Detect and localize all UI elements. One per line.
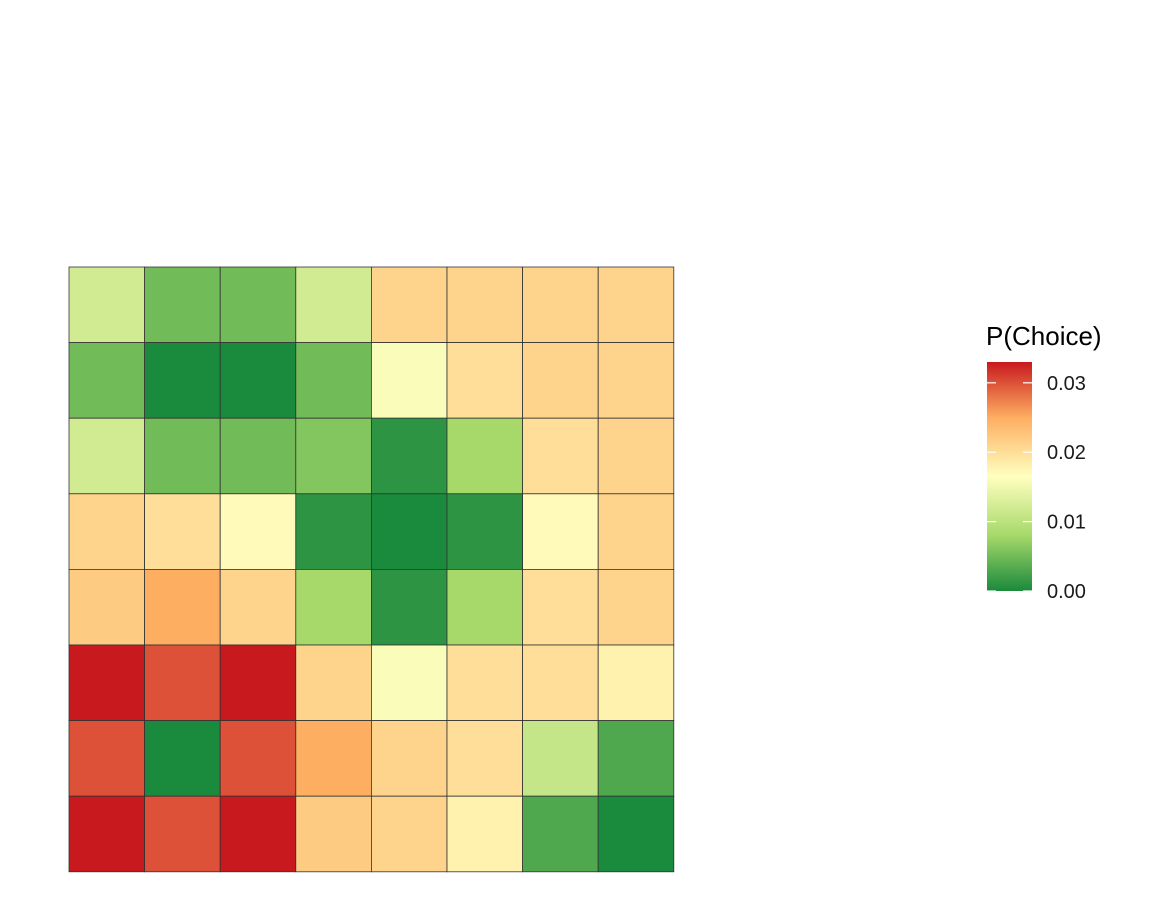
heatmap-cell-r8-c4 (295, 795, 372, 873)
heatmap-cell-r8-c1 (68, 795, 145, 873)
heatmap-cell-r8-c2 (144, 795, 221, 873)
heatmap-cell-r5-c6 (446, 569, 523, 646)
heatmap-cell-r4-c1 (68, 493, 145, 570)
heatmap-cell-r1-c4 (295, 266, 372, 343)
heatmap-cell-r2-c1 (68, 342, 145, 419)
heatmap-cell-r5-c2 (144, 569, 221, 646)
heatmap-cell-r6-c8 (597, 644, 675, 721)
heatmap-cell-r6-c2 (144, 644, 221, 721)
heatmap-cell-r3-c7 (522, 417, 599, 495)
legend-ticks: 0.00 0.01 0.02 0.03 (987, 373, 1086, 603)
heatmap-cell-r1-c5 (370, 266, 448, 343)
heatmap-cell-r5-c3 (219, 569, 297, 646)
heatmap-cell-r3-c1 (68, 417, 145, 495)
heatmap-cell-r5-c4 (295, 569, 372, 646)
heatmap-cell-r4-c4 (295, 493, 372, 570)
heatmap-cell-r5-c7 (522, 569, 599, 646)
legend-tick-label: 0.01 (1047, 512, 1086, 534)
heatmap-cell-r2-c4 (295, 342, 372, 419)
heatmap-cell-r7-c4 (295, 720, 372, 797)
heatmap-cell-r1-c7 (522, 266, 599, 343)
heatmap-cell-r1-c3 (219, 266, 297, 343)
heatmap-cell-r2-c7 (522, 342, 599, 419)
heatmap-cell-r8-c5 (370, 795, 448, 873)
heatmap-cell-r6-c1 (68, 644, 145, 721)
heatmap-cell-r4-c7 (522, 493, 599, 570)
heatmap-cell-r7-c5 (370, 720, 448, 797)
heatmap-cell-r7-c3 (219, 720, 297, 797)
heatmap-cell-r2-c5 (370, 342, 448, 419)
heatmap-cell-r7-c7 (522, 720, 599, 797)
heatmap-cell-r7-c8 (597, 720, 675, 797)
heatmap-cell-r4-c5 (370, 493, 448, 570)
heatmap-cell-r5-c8 (597, 569, 675, 646)
heatmap-cell-r7-c6 (446, 720, 523, 797)
heatmap-cell-r3-c6 (446, 417, 523, 495)
heatmap-cell-r6-c7 (522, 644, 599, 721)
heatmap-cell-r6-c6 (446, 644, 523, 721)
legend-tick-label: 0.03 (1047, 373, 1086, 395)
heatmap-cell-r3-c8 (597, 417, 675, 495)
heatmap-cell-r7-c1 (68, 720, 145, 797)
heatmap-cell-r3-c2 (144, 417, 221, 495)
heatmap-cell-r8-c3 (219, 795, 297, 873)
heatmap-cell-r5-c1 (68, 569, 145, 646)
heatmap-cell-r1-c1 (68, 266, 145, 343)
heatmap-cell-r4-c2 (144, 493, 221, 570)
heatmap-cell-r4-c3 (219, 493, 297, 570)
color-legend: P(Choice) 0.00 0.01 0.02 0.03 (986, 321, 1102, 603)
legend-title: P(Choice) (986, 321, 1102, 351)
heatmap-cell-r2-c3 (219, 342, 297, 419)
heatmap-cell-r1-c6 (446, 266, 523, 343)
heatmap-cell-r2-c6 (446, 342, 523, 419)
heatmap-cell-r2-c8 (597, 342, 675, 419)
heatmap-cell-r3-c4 (295, 417, 372, 495)
heatmap-cell-r2-c2 (144, 342, 221, 419)
legend-tick-label: 0.02 (1047, 442, 1086, 464)
heatmap-cell-r6-c3 (219, 644, 297, 721)
legend-tick-label: 0.00 (1047, 581, 1086, 603)
heatmap-cell-r8-c6 (446, 795, 523, 873)
heatmap-cell-r1-c2 (144, 266, 221, 343)
heatmap-cell-r8-c7 (522, 795, 599, 873)
heatmap-grid (68, 266, 675, 873)
heatmap-cell-r6-c4 (295, 644, 372, 721)
heatmap-cell-r7-c2 (144, 720, 221, 797)
heatmap-cell-r5-c5 (370, 569, 448, 646)
heatmap-cell-r3-c3 (219, 417, 297, 495)
legend-colorbar (987, 362, 1032, 591)
heatmap-cell-r6-c5 (370, 644, 448, 721)
heatmap-cell-r8-c8 (597, 795, 675, 873)
heatmap-cell-r3-c5 (370, 417, 448, 495)
heatmap-cell-r1-c8 (597, 266, 675, 343)
heatmap-cell-r4-c6 (446, 493, 523, 570)
heatmap-cell-r4-c8 (597, 493, 675, 570)
